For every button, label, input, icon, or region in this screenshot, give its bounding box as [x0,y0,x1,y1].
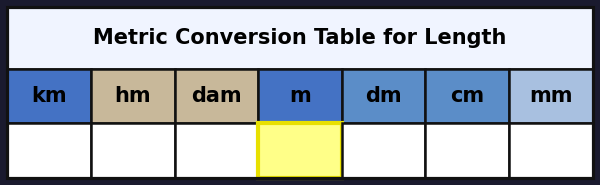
Bar [509,69,593,123]
Bar [175,69,258,123]
Bar [425,69,509,123]
Text: dm: dm [365,86,402,106]
Text: hm: hm [115,86,151,106]
Bar [175,123,258,178]
Text: km: km [31,86,67,106]
Bar [509,123,593,178]
Text: mm: mm [529,86,573,106]
Bar [258,123,342,178]
Bar [258,69,342,123]
Bar [342,123,425,178]
Text: Metric Conversion Table for Length: Metric Conversion Table for Length [94,28,506,48]
Bar [7,69,91,123]
Bar [342,69,425,123]
Text: m: m [289,86,311,106]
Text: dam: dam [191,86,242,106]
Bar [91,123,175,178]
Text: cm: cm [450,86,484,106]
Bar [7,7,593,69]
Bar [425,123,509,178]
Bar [91,69,175,123]
Bar [7,123,91,178]
